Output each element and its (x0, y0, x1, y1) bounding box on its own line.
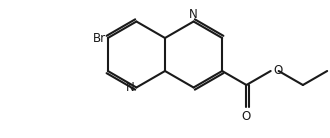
Text: O: O (274, 64, 283, 78)
Text: Br: Br (93, 31, 106, 44)
Text: N: N (189, 7, 198, 21)
Text: N: N (126, 81, 134, 94)
Text: O: O (242, 110, 251, 123)
